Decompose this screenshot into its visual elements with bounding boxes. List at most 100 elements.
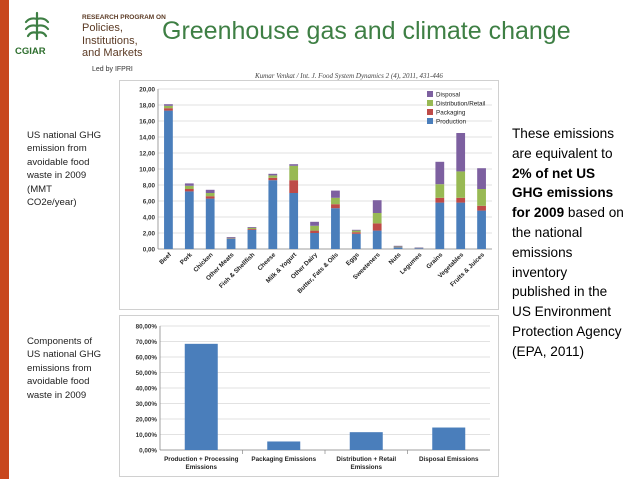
legend-label-disposal: Disposal [436,92,460,99]
bar-production-eggs [352,234,361,249]
legend-swatch-packaging [427,109,433,115]
bar-disposal-sweeteners [373,200,382,213]
bar-disposal-other-meats [227,237,236,238]
note-line: CO2e/year) [27,196,101,209]
cgiar-wheat-icon [22,10,52,42]
cgiar-wordmark: CGIAR [15,46,46,57]
legend-swatch-distribution-retail [427,100,433,106]
bar-disposal-nuts [394,246,403,247]
y-tick-label: 0,00 [143,247,156,254]
bar-disposal-milk-yogurt [289,164,298,166]
bar-disposal-vegetables [456,133,465,171]
bar-packaging-grains [435,198,444,203]
bar-production-grains [435,203,444,249]
bar-production-sweeteners [373,231,382,249]
note-line: avoidable food [27,156,101,169]
y-tick-label: 30,00% [136,401,158,408]
left-note-top: US national GHG emission from avoidable … [27,129,101,209]
bar-disposal-fruits-juices [477,168,486,189]
bar-packaging-butter-fats-oils [331,204,340,208]
y-tick-label: 12,00 [139,151,155,158]
bar-disposal-other-dairy [310,222,319,226]
bar-distribution-retail-eggs [352,231,361,233]
bar-distribution-retail-emissions [350,432,383,450]
bar-disposal-eggs [352,230,361,231]
bar-production-milk-yogurt [289,193,298,249]
y-tick-label: 10,00% [136,432,158,439]
bar-distribution-retail-fruits-juices [477,189,486,206]
bar-production-chicken [206,199,215,249]
program-label: RESEARCH PROGRAM ON [82,14,166,22]
x-tick-label: Nuts [388,251,403,266]
bar-disposal-beef [164,104,173,106]
bar-disposal-emissions [432,428,465,450]
y-tick-label: 8,00 [143,183,156,190]
bar-production-beef [164,111,173,249]
legend-label-distribution-retail: Distribution/Retail [436,101,485,108]
bar-disposal-butter-fats-oils [331,191,340,198]
bar-production-processing-emissions [185,344,218,450]
bar-production-vegetables [456,203,465,249]
x-tick-label: Beef [158,251,173,266]
bar-packaging-sweeteners [373,223,382,230]
bar-packaging-vegetables [456,198,465,203]
note-post: based on the national emissions inventor… [512,205,624,359]
bar-production-fish-shellfish [248,230,257,249]
bar-packaging-beef [164,108,173,110]
bar-disposal-cheese [268,174,277,176]
legend-swatch-disposal [427,91,433,97]
y-tick-label: 70,00% [136,339,158,346]
bar-production-cheese [268,180,277,249]
bar-production-fruits-juices [477,211,486,249]
bar-disposal-pork [185,183,194,185]
bar-packaging-other-dairy [310,231,319,233]
bar-distribution-retail-butter-fats-oils [331,198,340,204]
note-line: emissions from [27,362,101,375]
x-tick-label: Grains [425,251,444,270]
y-tick-label: 50,00% [136,370,158,377]
note-line: US national GHG [27,348,101,361]
y-tick-label: 0,00% [139,448,157,455]
cgiar-logo [22,10,52,42]
bar-disposal-fish-shellfish [248,227,257,228]
program-line: and Markets [82,47,166,60]
bar-production-other-dairy [310,233,319,249]
y-tick-label: 2,00 [143,231,156,238]
x-tick-label: Packaging Emissions [251,456,316,463]
bar-production-pork [185,191,194,249]
x-tick-label: Legumes [399,251,424,276]
y-tick-label: 4,00 [143,215,156,222]
bar-packaging-cheese [268,178,277,180]
bar-distribution-retail-chicken [206,193,215,196]
accent-side-bar [0,0,9,479]
y-tick-label: 10,00 [139,167,155,174]
bar-distribution-retail-cheese [268,175,277,177]
legend-swatch-production [427,118,433,124]
note-line: waste in 2009 [27,389,101,402]
y-tick-label: 20,00 [139,87,155,94]
bar-disposal-grains [435,162,444,184]
bar-packaging-fish-shellfish [248,229,257,230]
bar-packaging-pork [185,189,194,191]
program-line: Policies, [82,22,166,35]
x-tick-label: Eggs [345,251,361,267]
bar-distribution-retail-nuts [394,247,403,248]
program-name: RESEARCH PROGRAM ON Policies, Institutio… [82,14,166,60]
program-line: Institutions, [82,35,166,48]
bar-disposal-chicken [206,190,215,193]
slide-title: Greenhouse gas and climate change [162,17,571,46]
bar-packaging-eggs [352,232,361,234]
bar-production-other-meats [227,239,236,249]
bar-packaging-milk-yogurt [289,180,298,193]
note-line: US national GHG [27,129,101,142]
bar-production-butter-fats-oils [331,208,340,249]
bar-distribution-retail-grains [435,184,444,198]
x-tick-label: Pork [179,251,194,266]
y-tick-label: 18,00 [139,103,155,110]
y-tick-label: 6,00 [143,199,156,206]
legend-label-production: Production [436,119,467,126]
note-line: waste in 2009 [27,169,101,182]
bar-distribution-retail-pork [185,186,194,189]
components-chart-svg: 0,00%10,00%20,00%30,00%40,00%50,00%60,00… [120,316,498,476]
